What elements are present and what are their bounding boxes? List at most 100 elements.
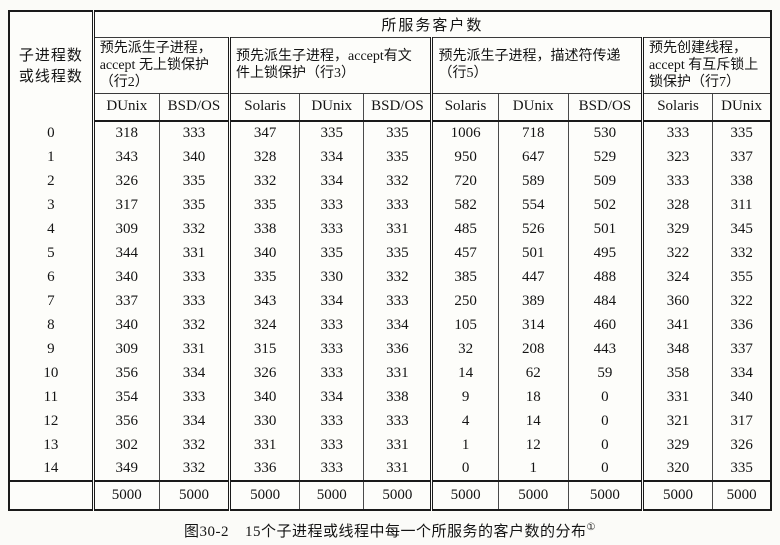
client-count-cell: 554 — [497, 193, 569, 217]
client-count-cell: 324 — [640, 265, 713, 289]
table-body: 0 318 333 347 335 335 1006 718 530 333 335 1 343 340 3… — [8, 121, 771, 481]
client-count-cell: 340 — [228, 241, 300, 265]
client-count-cell: 340 — [228, 385, 300, 409]
client-count-cell: 329 — [640, 217, 713, 241]
os-column-header: DUnix — [91, 93, 160, 122]
total-cell: 5000 — [299, 480, 364, 510]
client-count-cell: 315 — [228, 337, 300, 361]
client-count-cell: 501 — [567, 217, 643, 241]
client-count-cell: 718 — [497, 121, 569, 145]
row-label: 9 — [8, 337, 94, 361]
client-count-cell: 0 — [567, 385, 643, 409]
client-count-cell: 331 — [228, 433, 300, 457]
client-count-cell: 333 — [299, 193, 364, 217]
client-count-cell: 340 — [158, 145, 230, 169]
total-cell: 5000 — [712, 480, 771, 510]
client-count-cell: 1 — [497, 457, 569, 481]
row-label: 5 — [8, 241, 94, 265]
os-column-header: Solaris — [430, 93, 499, 122]
client-count-cell: 354 — [91, 385, 160, 409]
client-count-cell: 333 — [640, 121, 713, 145]
figure-number: 图30-2 — [184, 524, 229, 540]
client-count-cell: 326 — [91, 169, 160, 193]
client-count-cell: 647 — [497, 145, 569, 169]
table-row: 8 340 332 324 333 334 105 314 460 341 336 — [8, 313, 771, 337]
client-count-cell: 950 — [430, 145, 499, 169]
client-distribution-table: 子进程数 或线程数 所服务客户数 预先派生子进程，accept 无上锁保护（行2… — [8, 10, 772, 511]
client-count-cell: 333 — [299, 337, 364, 361]
client-count-cell: 333 — [158, 385, 230, 409]
total-cell: 5000 — [158, 480, 230, 510]
row-label: 10 — [8, 361, 94, 385]
client-count-cell: 340 — [712, 385, 771, 409]
client-count-cell: 347 — [228, 121, 300, 145]
row-label: 3 — [8, 193, 94, 217]
client-count-cell: 335 — [299, 241, 364, 265]
client-count-cell: 4 — [430, 409, 499, 433]
client-count-cell: 333 — [299, 409, 364, 433]
client-count-cell: 323 — [640, 145, 713, 169]
client-count-cell: 335 — [228, 265, 300, 289]
client-count-cell: 62 — [497, 361, 569, 385]
client-count-cell: 331 — [640, 385, 713, 409]
footnote-mark: ① — [586, 522, 596, 533]
client-count-cell: 333 — [363, 193, 432, 217]
client-count-cell: 457 — [430, 241, 499, 265]
table-header: 子进程数 或线程数 所服务客户数 预先派生子进程，accept 无上锁保护（行2… — [8, 11, 771, 122]
totals-empty-label — [8, 480, 94, 510]
client-count-cell: 335 — [363, 241, 432, 265]
client-count-cell: 332 — [712, 241, 771, 265]
table-row: 2 326 335 332 334 332 720 589 509 333 338 — [8, 169, 771, 193]
client-count-cell: 338 — [228, 217, 300, 241]
client-count-cell: 335 — [158, 169, 230, 193]
client-count-cell: 324 — [228, 313, 300, 337]
client-count-cell: 341 — [640, 313, 713, 337]
client-count-cell: 589 — [497, 169, 569, 193]
client-count-cell: 322 — [640, 241, 713, 265]
client-count-cell: 360 — [640, 289, 713, 313]
os-column-header: Solaris — [228, 93, 300, 122]
client-count-cell: 330 — [299, 265, 364, 289]
client-count-cell: 317 — [712, 409, 771, 433]
client-count-cell: 322 — [712, 289, 771, 313]
corner-header-line2: 或线程数 — [18, 68, 83, 85]
client-count-cell: 334 — [299, 289, 364, 313]
table-row: 0 318 333 347 335 335 1006 718 530 333 335 — [8, 121, 771, 145]
corner-header: 子进程数 或线程数 — [8, 11, 94, 121]
client-count-cell: 311 — [712, 193, 771, 217]
table-row: 14 349 332 336 333 331 0 1 0 320 335 — [8, 457, 771, 481]
client-count-cell: 334 — [299, 169, 364, 193]
client-count-cell: 502 — [567, 193, 643, 217]
row-label: 13 — [8, 433, 94, 457]
client-count-cell: 333 — [158, 121, 230, 145]
client-count-cell: 338 — [363, 385, 432, 409]
total-cell: 5000 — [640, 480, 713, 510]
client-count-cell: 389 — [497, 289, 569, 313]
table-row: 4 309 332 338 333 331 485 526 501 329 345 — [8, 217, 771, 241]
client-count-cell: 345 — [712, 217, 771, 241]
row-label: 4 — [8, 217, 94, 241]
os-column-header: DUnix — [299, 93, 364, 122]
client-count-cell: 208 — [497, 337, 569, 361]
client-count-cell: 333 — [363, 289, 432, 313]
client-count-cell: 336 — [363, 337, 432, 361]
client-count-cell: 332 — [158, 217, 230, 241]
os-column-header: DUnix — [712, 93, 771, 122]
client-count-cell: 447 — [497, 265, 569, 289]
client-count-cell: 326 — [228, 361, 300, 385]
client-count-cell: 309 — [91, 217, 160, 241]
client-count-cell: 302 — [91, 433, 160, 457]
client-count-cell: 314 — [497, 313, 569, 337]
client-count-cell: 328 — [640, 193, 713, 217]
client-count-cell: 348 — [640, 337, 713, 361]
row-label: 1 — [8, 145, 94, 169]
client-count-cell: 338 — [712, 169, 771, 193]
client-count-cell: 331 — [363, 217, 432, 241]
client-count-cell: 331 — [158, 241, 230, 265]
client-count-cell: 529 — [567, 145, 643, 169]
client-count-cell: 333 — [299, 361, 364, 385]
client-count-cell: 332 — [158, 457, 230, 481]
client-count-cell: 326 — [712, 433, 771, 457]
client-count-cell: 340 — [91, 265, 160, 289]
